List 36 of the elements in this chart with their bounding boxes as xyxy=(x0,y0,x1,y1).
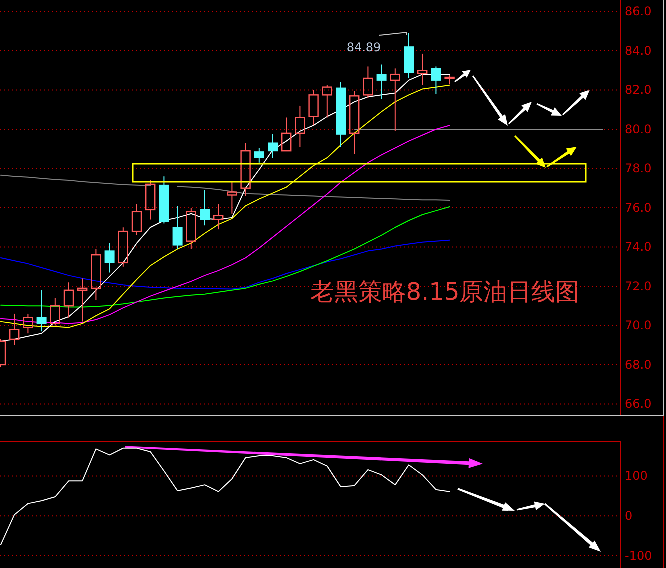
text: 老黑策略8.15原油日线图 xyxy=(310,278,580,306)
candlestick xyxy=(418,53,428,86)
y-tick-label: 68.0 xyxy=(625,358,652,372)
y-tick-label: 84.0 xyxy=(625,44,652,58)
y-tick-label: 80.0 xyxy=(625,122,652,136)
candlestick xyxy=(10,313,20,346)
candlestick xyxy=(268,134,278,158)
candlestick xyxy=(350,90,360,155)
candlestick xyxy=(36,290,47,332)
candlestick xyxy=(295,105,306,148)
y-tick-label: -100 xyxy=(625,548,652,563)
y-tick-label: 78.0 xyxy=(625,162,652,176)
candlestick xyxy=(240,142,251,197)
candlestick xyxy=(214,204,224,230)
candlestick xyxy=(172,206,183,250)
y-tick-label: 66.0 xyxy=(625,397,652,412)
candlestick xyxy=(254,148,264,164)
y-tick-label: 100 xyxy=(625,469,648,484)
candlestick xyxy=(200,190,210,226)
candlestick xyxy=(376,64,387,100)
y-tick-label: 76.0 xyxy=(625,200,652,215)
y-tick-label: 70.0 xyxy=(625,318,652,333)
candlestick xyxy=(91,248,102,301)
candlestick xyxy=(431,66,442,95)
candlestick xyxy=(78,278,88,322)
candlestick xyxy=(64,282,74,318)
candlestick xyxy=(390,68,400,132)
annotation: 84.89 xyxy=(346,40,382,55)
y-tick-label: 72.0 xyxy=(625,279,652,294)
y-tick-label: 74.0 xyxy=(625,240,652,254)
line-series xyxy=(0,448,450,546)
y-tick-label: 82.0 xyxy=(625,83,652,98)
y-tick-label: 0 xyxy=(625,509,633,524)
candlestick xyxy=(227,182,238,214)
y-tick-label: 86.0 xyxy=(625,4,652,19)
candlestick xyxy=(104,242,115,274)
